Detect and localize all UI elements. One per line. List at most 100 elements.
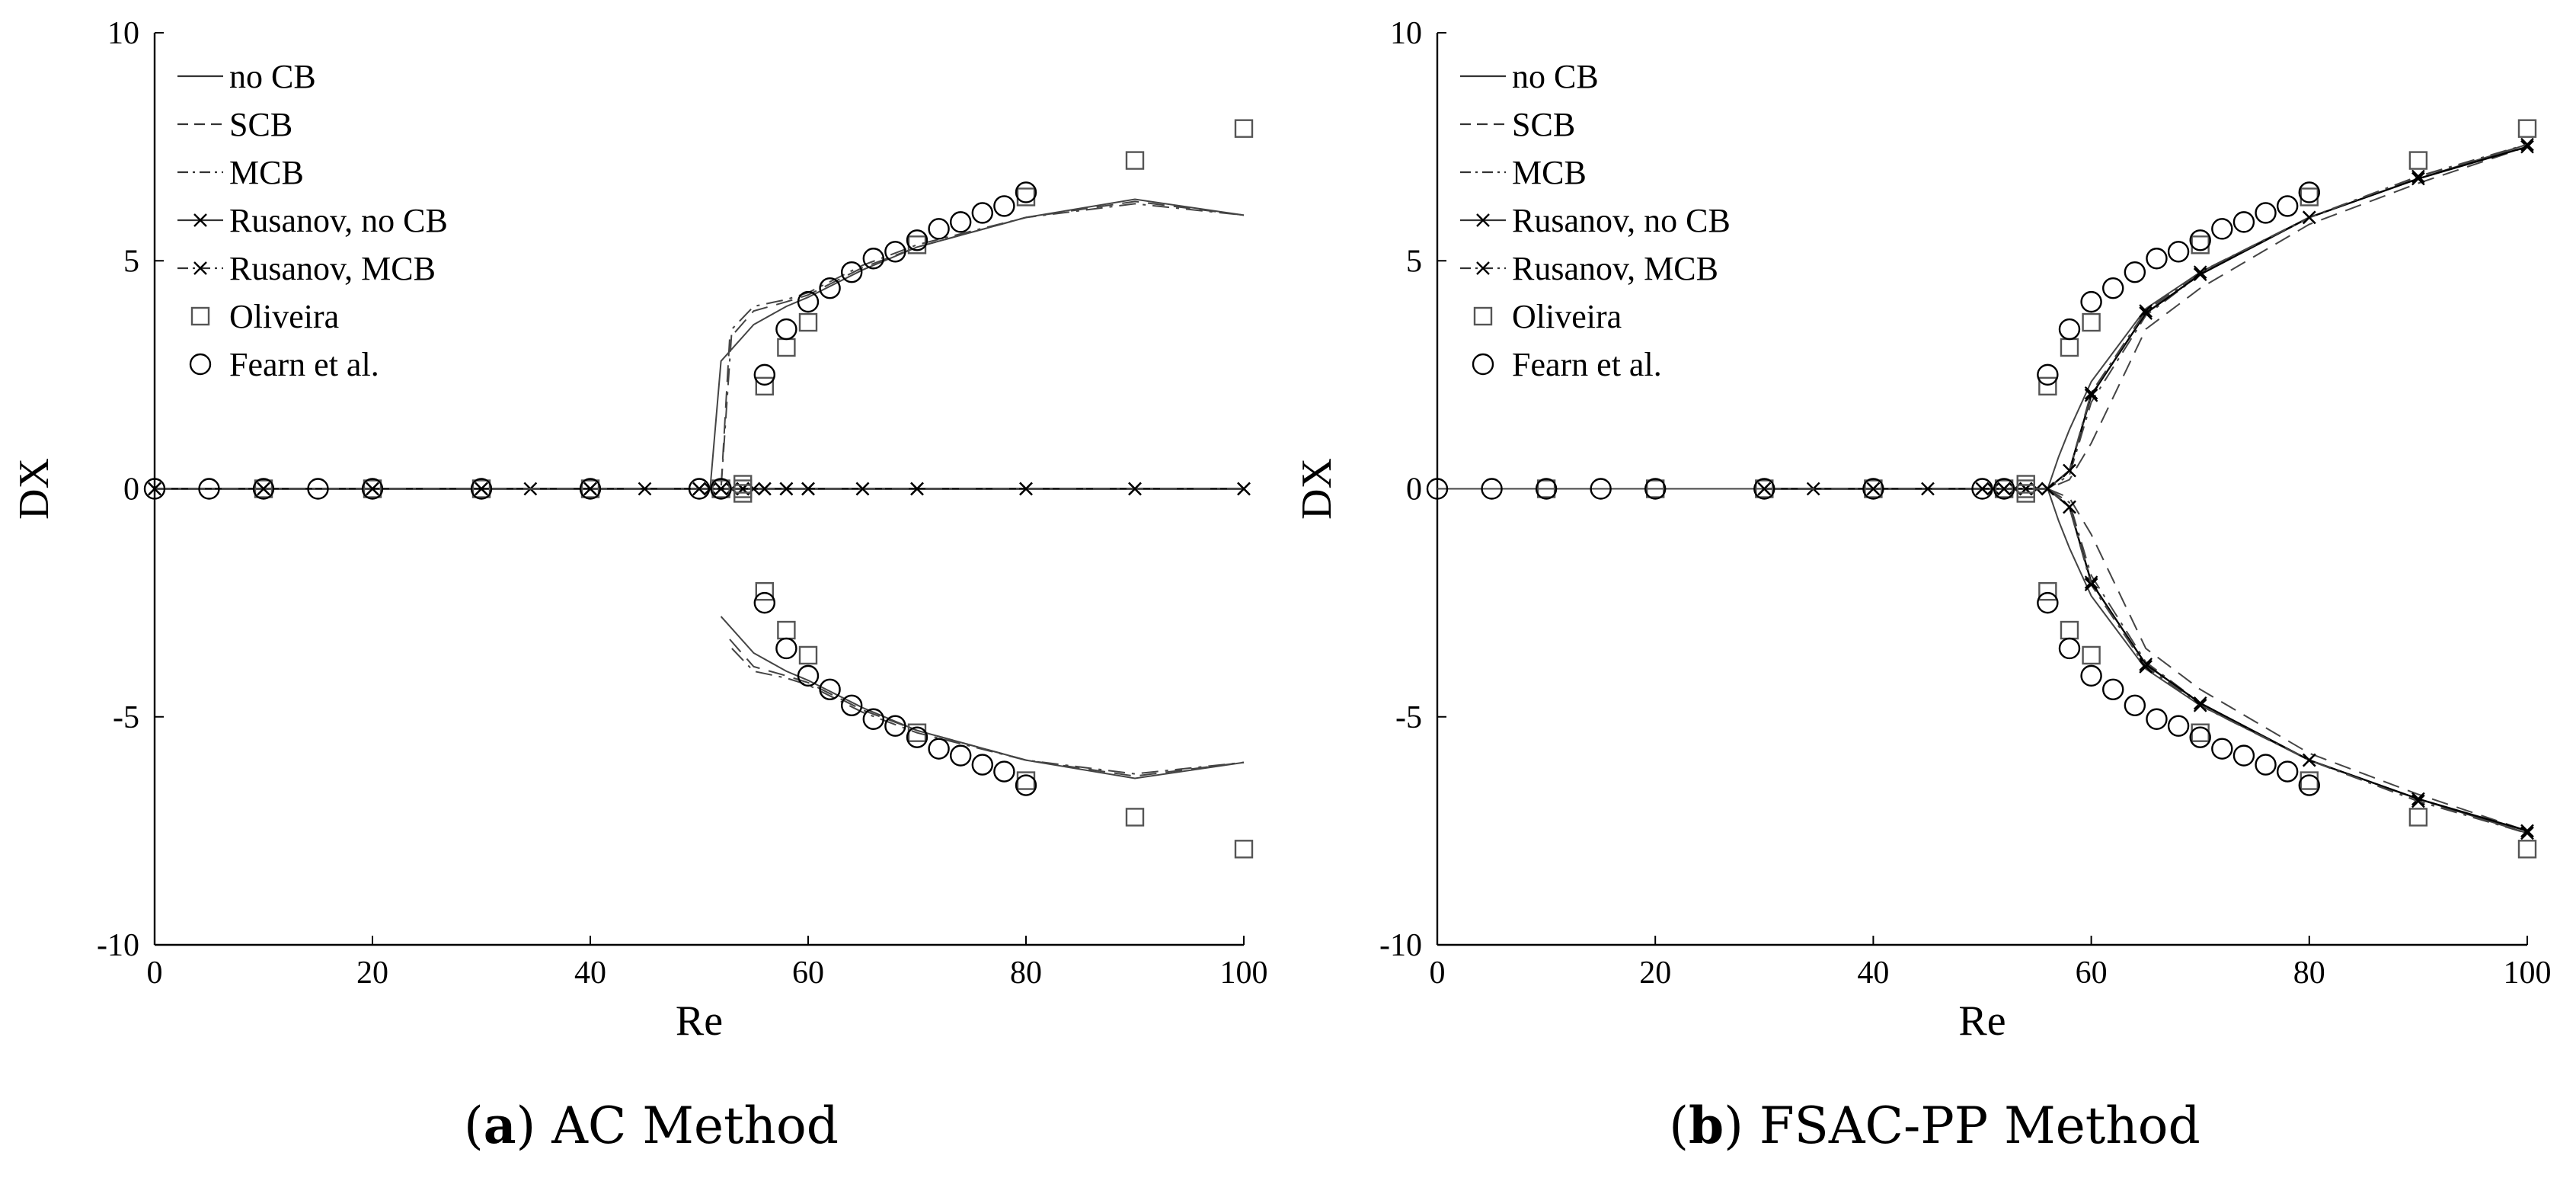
data-point — [143, 478, 166, 500]
legend-label: no CB — [1512, 58, 1599, 95]
legend-item: Fearn et al. — [1472, 346, 1662, 383]
data-point — [2520, 826, 2534, 840]
data-point — [2189, 726, 2211, 748]
data-point — [2520, 824, 2534, 838]
legend-label: Fearn et al. — [229, 346, 379, 383]
data-point — [753, 363, 775, 386]
data-point — [971, 754, 994, 776]
data-point — [2232, 744, 2255, 767]
data-point — [2041, 482, 2055, 496]
y-tick-label: 0 — [123, 472, 139, 507]
data-point — [1015, 774, 1037, 796]
data-point — [2302, 210, 2316, 225]
x-tick-label: 40 — [1857, 956, 1889, 991]
data-point — [692, 482, 706, 496]
data-point — [862, 248, 885, 270]
data-point — [2298, 774, 2321, 796]
caption-text: FSAC-PP Method — [1759, 1096, 2200, 1155]
data-point — [2063, 500, 2076, 514]
panel-fsac-pp-method: 0 20 40 60 80 100 -10 -5 0 5 10 Re DX no CB SCB MCB Rusa… — [1293, 16, 2552, 1045]
data-point — [757, 482, 772, 496]
y-tick-label: 5 — [123, 244, 139, 279]
data-point — [2276, 760, 2299, 783]
data-point — [840, 261, 863, 283]
panel-ac-method: 0 20 40 60 80 100 -10 -5 0 5 10 Re DX no CB SCB MCB Rusa… — [11, 16, 1268, 1045]
data-point — [1590, 478, 1612, 500]
x-tick-label: 0 — [1430, 956, 1446, 991]
data-point — [363, 479, 382, 498]
data-point — [2124, 261, 2146, 283]
x-tick-label: 20 — [356, 956, 388, 991]
data-point — [906, 229, 928, 251]
data-point — [1994, 479, 2014, 498]
series-line — [1764, 146, 2528, 490]
data-point — [1975, 482, 1990, 496]
legend-item: SCB — [177, 106, 292, 143]
data-point — [579, 478, 602, 500]
y-tick-label: 10 — [107, 16, 139, 51]
data-point — [798, 645, 818, 665]
series-line — [155, 200, 1245, 490]
data-point — [703, 482, 718, 496]
data-point — [1866, 482, 1881, 496]
data-point — [2102, 678, 2124, 701]
data-point — [819, 277, 841, 299]
data-point — [2146, 708, 2168, 730]
x-axis-label: Re — [1958, 997, 2006, 1045]
legend-item: MCB — [177, 154, 304, 191]
caption-letter: b — [1689, 1096, 1724, 1155]
legend-marker — [193, 213, 207, 227]
data-point — [2060, 338, 2079, 357]
data-point — [2193, 265, 2207, 280]
y-tick-label: -10 — [1379, 928, 1422, 963]
series-line — [1437, 146, 2528, 490]
data-point — [775, 637, 797, 660]
data-point — [2408, 808, 2428, 827]
y-axis-label: DX — [11, 458, 58, 520]
series-fearn-et-al — [1426, 181, 2321, 796]
x-tick-label: 40 — [574, 956, 606, 991]
data-point — [366, 482, 379, 496]
data-point — [1128, 482, 1142, 496]
data-point — [993, 195, 1015, 217]
data-point — [254, 479, 273, 498]
series-line — [2047, 488, 2528, 832]
data-point — [1997, 482, 2011, 496]
data-point — [2139, 304, 2153, 318]
y-tick-label: 5 — [1406, 244, 1422, 279]
data-point — [1019, 482, 1033, 496]
data-point — [710, 478, 732, 500]
data-point — [797, 664, 820, 687]
legend-label: Rusanov, no CB — [1512, 202, 1731, 239]
y-tick-label: -5 — [1395, 700, 1422, 735]
data-point — [2082, 645, 2101, 665]
legend-item: Fearn et al. — [189, 346, 379, 383]
data-point — [819, 678, 841, 701]
series-line — [729, 639, 1245, 777]
data-point — [2146, 248, 2168, 270]
caption-letter: a — [484, 1096, 516, 1155]
data-point — [2058, 318, 2081, 341]
legend-marker — [1476, 261, 1490, 275]
y-tick-label: -5 — [113, 700, 139, 735]
legend-label: MCB — [229, 154, 304, 191]
legend-item: Oliveira — [1473, 298, 1622, 335]
data-point — [2411, 169, 2425, 184]
legend-label: Fearn et al. — [1512, 346, 1662, 383]
data-point — [2060, 620, 2079, 640]
data-point — [2302, 753, 2316, 767]
data-point — [2037, 591, 2059, 614]
data-point — [2517, 840, 2537, 859]
y-tick-label: 0 — [1406, 472, 1422, 507]
legend-item: Rusanov, MCB — [177, 250, 436, 287]
x-tick-label: 0 — [147, 956, 163, 991]
legend: no CB SCB MCB Rusanov, no CB Rusanov, MCB Oli… — [1460, 58, 1731, 383]
data-point — [1644, 478, 1667, 500]
x-tick-label: 60 — [792, 956, 824, 991]
data-point — [1986, 482, 2000, 496]
series-line — [2047, 488, 2528, 834]
series-line — [155, 198, 1245, 490]
data-point — [862, 708, 885, 730]
data-point — [797, 290, 820, 313]
